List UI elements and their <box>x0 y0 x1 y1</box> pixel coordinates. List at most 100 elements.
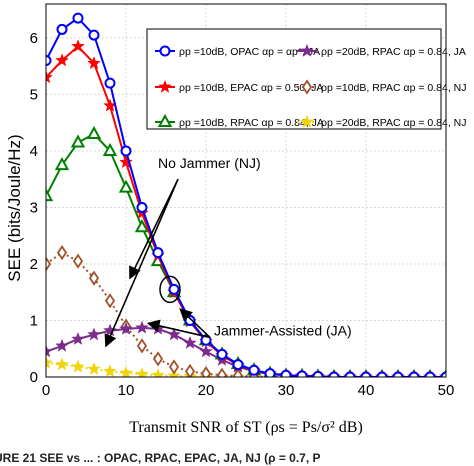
data-point <box>151 368 165 377</box>
annotation-arrow <box>129 178 179 280</box>
y-tick-label: 0 <box>30 369 38 386</box>
legend-label: ρp =20dB, RPAC αp = 0.84, JA <box>321 46 466 58</box>
figure-caption: URE 21 SEE vs ... : OPAC, RPAC, EPAC, JA… <box>0 451 321 465</box>
data-point <box>104 293 116 309</box>
data-point <box>408 371 420 377</box>
data-point <box>56 23 68 35</box>
data-point <box>280 369 292 377</box>
series-line <box>46 16 446 377</box>
data-point <box>168 283 180 295</box>
data-point <box>392 371 404 377</box>
data-point <box>183 335 197 349</box>
data-point <box>72 253 84 269</box>
x-tick-label: 0 <box>42 382 50 399</box>
y-tick-label: 5 <box>30 86 38 103</box>
data-point <box>71 359 85 373</box>
data-point <box>46 70 53 84</box>
data-point <box>55 357 69 371</box>
x-tick-label: 50 <box>438 382 455 399</box>
data-point <box>152 247 164 259</box>
data-point <box>119 365 133 377</box>
y-tick-label: 6 <box>30 30 38 47</box>
data-point <box>328 371 340 377</box>
data-point <box>296 370 308 377</box>
data-point <box>54 156 70 171</box>
y-tick-label: 3 <box>30 199 38 216</box>
legend-marker <box>157 113 173 127</box>
data-point <box>46 55 52 67</box>
data-point <box>88 270 100 286</box>
data-point <box>71 331 85 345</box>
data-point <box>86 125 102 139</box>
y-tick-label: 2 <box>30 256 38 273</box>
data-point <box>71 39 85 53</box>
data-point <box>46 355 53 369</box>
series-4 <box>46 245 446 377</box>
legend-label: ρp =10dB, RPAC αp = 0.84, NJ <box>321 82 467 94</box>
data-point <box>216 348 228 360</box>
plot-frame <box>45 3 447 378</box>
tick-labels: 0 10 20 30 40 50 0 1 2 3 4 5 6 <box>30 30 455 399</box>
data-point <box>376 371 388 377</box>
data-point <box>232 359 244 371</box>
x-axis-label: Transmit SNR of ST (ρs = Ps/σ² dB) <box>129 419 363 436</box>
annotation-arrow <box>146 319 211 339</box>
x-tick-label: 10 <box>118 382 135 399</box>
data-point <box>136 201 148 213</box>
data-point <box>70 134 86 148</box>
data-point <box>135 366 149 377</box>
data-point <box>184 363 196 377</box>
y-tick-label: 1 <box>30 312 38 329</box>
data-point <box>135 320 149 334</box>
data-point <box>87 361 101 375</box>
highlight-circle <box>159 275 181 304</box>
legend-label: ρp =10dB, RPAC αp = 0.84, JA <box>179 117 324 129</box>
data-point <box>88 29 100 41</box>
data-point <box>312 370 324 377</box>
data-point <box>46 256 52 272</box>
data-point <box>232 368 244 377</box>
annotation-jammer-assisted: Jammer-Assisted (JA) <box>214 323 352 339</box>
data-point <box>103 364 117 377</box>
legend-marker <box>158 79 172 93</box>
legend-marker <box>300 43 314 57</box>
legend-box <box>146 28 442 130</box>
data-point <box>344 371 356 377</box>
x-tick-label: 40 <box>358 382 375 399</box>
series-0 <box>46 12 446 377</box>
data-point <box>104 77 116 89</box>
x-tick-label: 20 <box>198 382 215 399</box>
legend-marker <box>300 114 314 128</box>
data-point <box>424 371 436 377</box>
y-tick-label: 4 <box>30 143 38 160</box>
data-point <box>168 359 180 375</box>
data-point <box>216 367 228 377</box>
data-point <box>118 179 134 193</box>
data-point <box>119 321 133 335</box>
data-point <box>46 344 53 358</box>
data-point <box>119 154 133 169</box>
data-point <box>152 351 164 367</box>
data-point <box>440 371 446 377</box>
data-point <box>87 56 101 70</box>
data-point <box>248 364 260 376</box>
data-point <box>56 245 68 261</box>
y-axis-label: SEE (bits/Joule/Hz) <box>5 134 24 281</box>
data-point <box>55 338 69 352</box>
x-tick-label: 30 <box>278 382 295 399</box>
legend-label: ρp =20dB, RPAC αp = 0.84, NJ <box>321 117 467 129</box>
data-point <box>200 365 212 377</box>
data-point <box>46 188 54 202</box>
data-point <box>87 327 101 341</box>
legend-label: ρp =10dB, EPAC αp = 0.50, JA <box>179 82 323 94</box>
legend: ρp =10dB, OPAC αp = αp*, JA ρp =10dB, EPA… <box>146 28 467 130</box>
series-line <box>46 251 446 377</box>
legend-marker <box>159 45 171 57</box>
annotation-arrow <box>104 178 179 348</box>
annotation-arrow <box>179 308 211 339</box>
data-point <box>102 142 118 156</box>
data-point <box>360 371 372 377</box>
data-point <box>120 145 132 157</box>
legend-marker <box>301 79 313 95</box>
